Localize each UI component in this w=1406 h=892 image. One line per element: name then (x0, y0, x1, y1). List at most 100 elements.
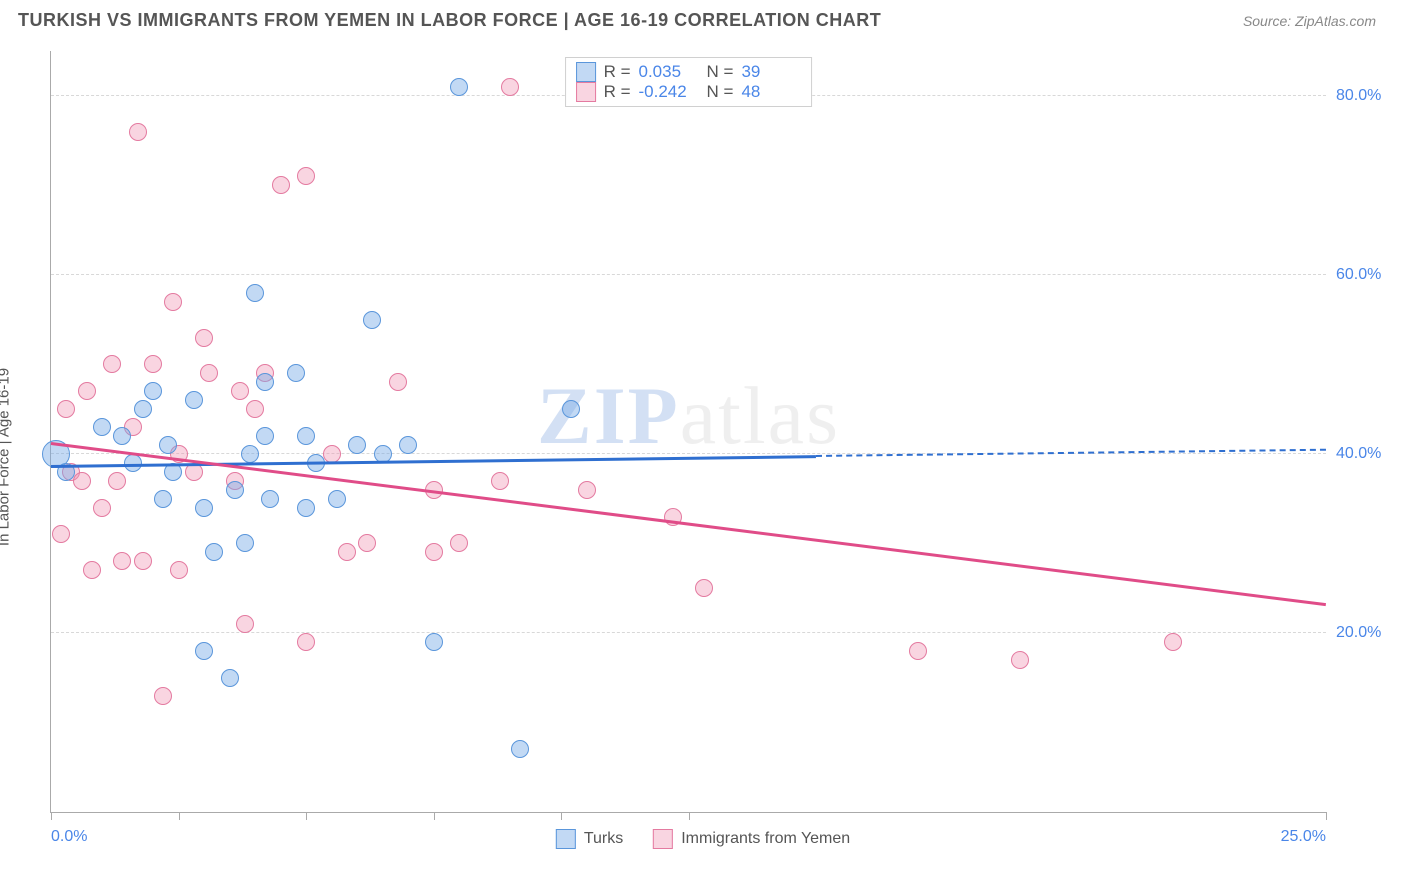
n-value-turks: 39 (741, 62, 801, 82)
scatter-point-turks (562, 400, 580, 418)
chart-title: TURKISH VS IMMIGRANTS FROM YEMEN IN LABO… (18, 10, 881, 31)
x-tick (434, 812, 435, 820)
scatter-point-turks (226, 481, 244, 499)
scatter-point-yemen (1164, 633, 1182, 651)
y-tick-label: 80.0% (1336, 87, 1396, 105)
y-tick-label: 40.0% (1336, 445, 1396, 463)
legend-item-yemen: Immigrants from Yemen (653, 829, 850, 849)
scatter-point-yemen (170, 561, 188, 579)
scatter-point-yemen (73, 472, 91, 490)
scatter-point-yemen (695, 579, 713, 597)
source-attribution: Source: ZipAtlas.com (1243, 13, 1376, 29)
scatter-point-turks (221, 669, 239, 687)
scatter-point-turks (256, 373, 274, 391)
scatter-point-yemen (358, 534, 376, 552)
scatter-point-turks (236, 534, 254, 552)
scatter-point-turks (297, 427, 315, 445)
n-label: N = (707, 62, 734, 82)
r-label: R = (604, 62, 631, 82)
scatter-point-turks (287, 364, 305, 382)
legend-label-yemen: Immigrants from Yemen (681, 830, 850, 848)
legend-row-yemen: R = -0.242 N = 48 (576, 82, 802, 102)
scatter-point-yemen (200, 364, 218, 382)
scatter-point-yemen (52, 525, 70, 543)
scatter-point-yemen (236, 615, 254, 633)
scatter-point-yemen (113, 552, 131, 570)
r-label: R = (604, 82, 631, 102)
scatter-point-yemen (144, 355, 162, 373)
scatter-point-turks (363, 311, 381, 329)
scatter-point-yemen (134, 552, 152, 570)
scatter-point-yemen (338, 543, 356, 561)
x-tick (689, 812, 690, 820)
scatter-point-yemen (272, 176, 290, 194)
scatter-point-turks (93, 418, 111, 436)
scatter-point-yemen (231, 382, 249, 400)
chart-area: In Labor Force | Age 16-19 ZIPatlas R = … (0, 41, 1406, 873)
swatch-yemen-icon (576, 82, 596, 102)
scatter-point-yemen (1011, 651, 1029, 669)
scatter-point-turks (297, 499, 315, 517)
scatter-point-yemen (108, 472, 126, 490)
scatter-point-yemen (164, 293, 182, 311)
scatter-point-turks (450, 78, 468, 96)
scatter-point-yemen (103, 355, 121, 373)
legend-label-turks: Turks (584, 830, 623, 848)
x-tick (561, 812, 562, 820)
legend-item-turks: Turks (556, 829, 623, 849)
scatter-point-turks (205, 543, 223, 561)
scatter-point-yemen (246, 400, 264, 418)
x-tick-label: 25.0% (1281, 828, 1326, 846)
scatter-point-turks (261, 490, 279, 508)
r-value-turks: 0.035 (639, 62, 699, 82)
scatter-point-turks (195, 642, 213, 660)
scatter-point-turks (425, 633, 443, 651)
scatter-point-turks (328, 490, 346, 508)
scatter-point-turks (154, 490, 172, 508)
x-tick-label: 0.0% (51, 828, 87, 846)
plot-area: ZIPatlas R = 0.035 N = 39 R = -0.242 N =… (50, 51, 1326, 813)
scatter-point-turks (159, 436, 177, 454)
legend-row-turks: R = 0.035 N = 39 (576, 62, 802, 82)
watermark-prefix: ZIP (537, 370, 680, 461)
watermark-suffix: atlas (680, 370, 840, 461)
swatch-yemen-icon (653, 829, 673, 849)
gridline (51, 274, 1326, 275)
y-tick-label: 20.0% (1336, 624, 1396, 642)
scatter-point-yemen (578, 481, 596, 499)
scatter-point-turks (124, 454, 142, 472)
scatter-point-yemen (78, 382, 96, 400)
scatter-point-yemen (195, 329, 213, 347)
y-axis-label: In Labor Force | Age 16-19 (0, 368, 13, 546)
y-tick-label: 60.0% (1336, 266, 1396, 284)
scatter-point-turks (134, 400, 152, 418)
scatter-point-turks (348, 436, 366, 454)
scatter-point-yemen (57, 400, 75, 418)
scatter-point-yemen (83, 561, 101, 579)
series-legend: Turks Immigrants from Yemen (556, 829, 850, 849)
scatter-point-yemen (491, 472, 509, 490)
scatter-point-yemen (297, 167, 315, 185)
n-label: N = (707, 82, 734, 102)
scatter-point-yemen (909, 642, 927, 660)
swatch-turks-icon (556, 829, 576, 849)
scatter-point-turks (241, 445, 259, 463)
scatter-point-turks (511, 740, 529, 758)
scatter-point-yemen (389, 373, 407, 391)
x-tick (179, 812, 180, 820)
scatter-point-yemen (93, 499, 111, 517)
r-value-yemen: -0.242 (639, 82, 699, 102)
chart-header: TURKISH VS IMMIGRANTS FROM YEMEN IN LABO… (0, 0, 1406, 41)
scatter-point-yemen (129, 123, 147, 141)
scatter-point-yemen (450, 534, 468, 552)
scatter-point-yemen (154, 687, 172, 705)
scatter-point-turks (195, 499, 213, 517)
scatter-point-yemen (501, 78, 519, 96)
scatter-point-turks (144, 382, 162, 400)
trend-line (51, 442, 1326, 606)
watermark: ZIPatlas (537, 369, 840, 463)
x-tick (306, 812, 307, 820)
correlation-legend: R = 0.035 N = 39 R = -0.242 N = 48 (565, 57, 813, 107)
scatter-point-turks (185, 391, 203, 409)
scatter-point-turks (113, 427, 131, 445)
